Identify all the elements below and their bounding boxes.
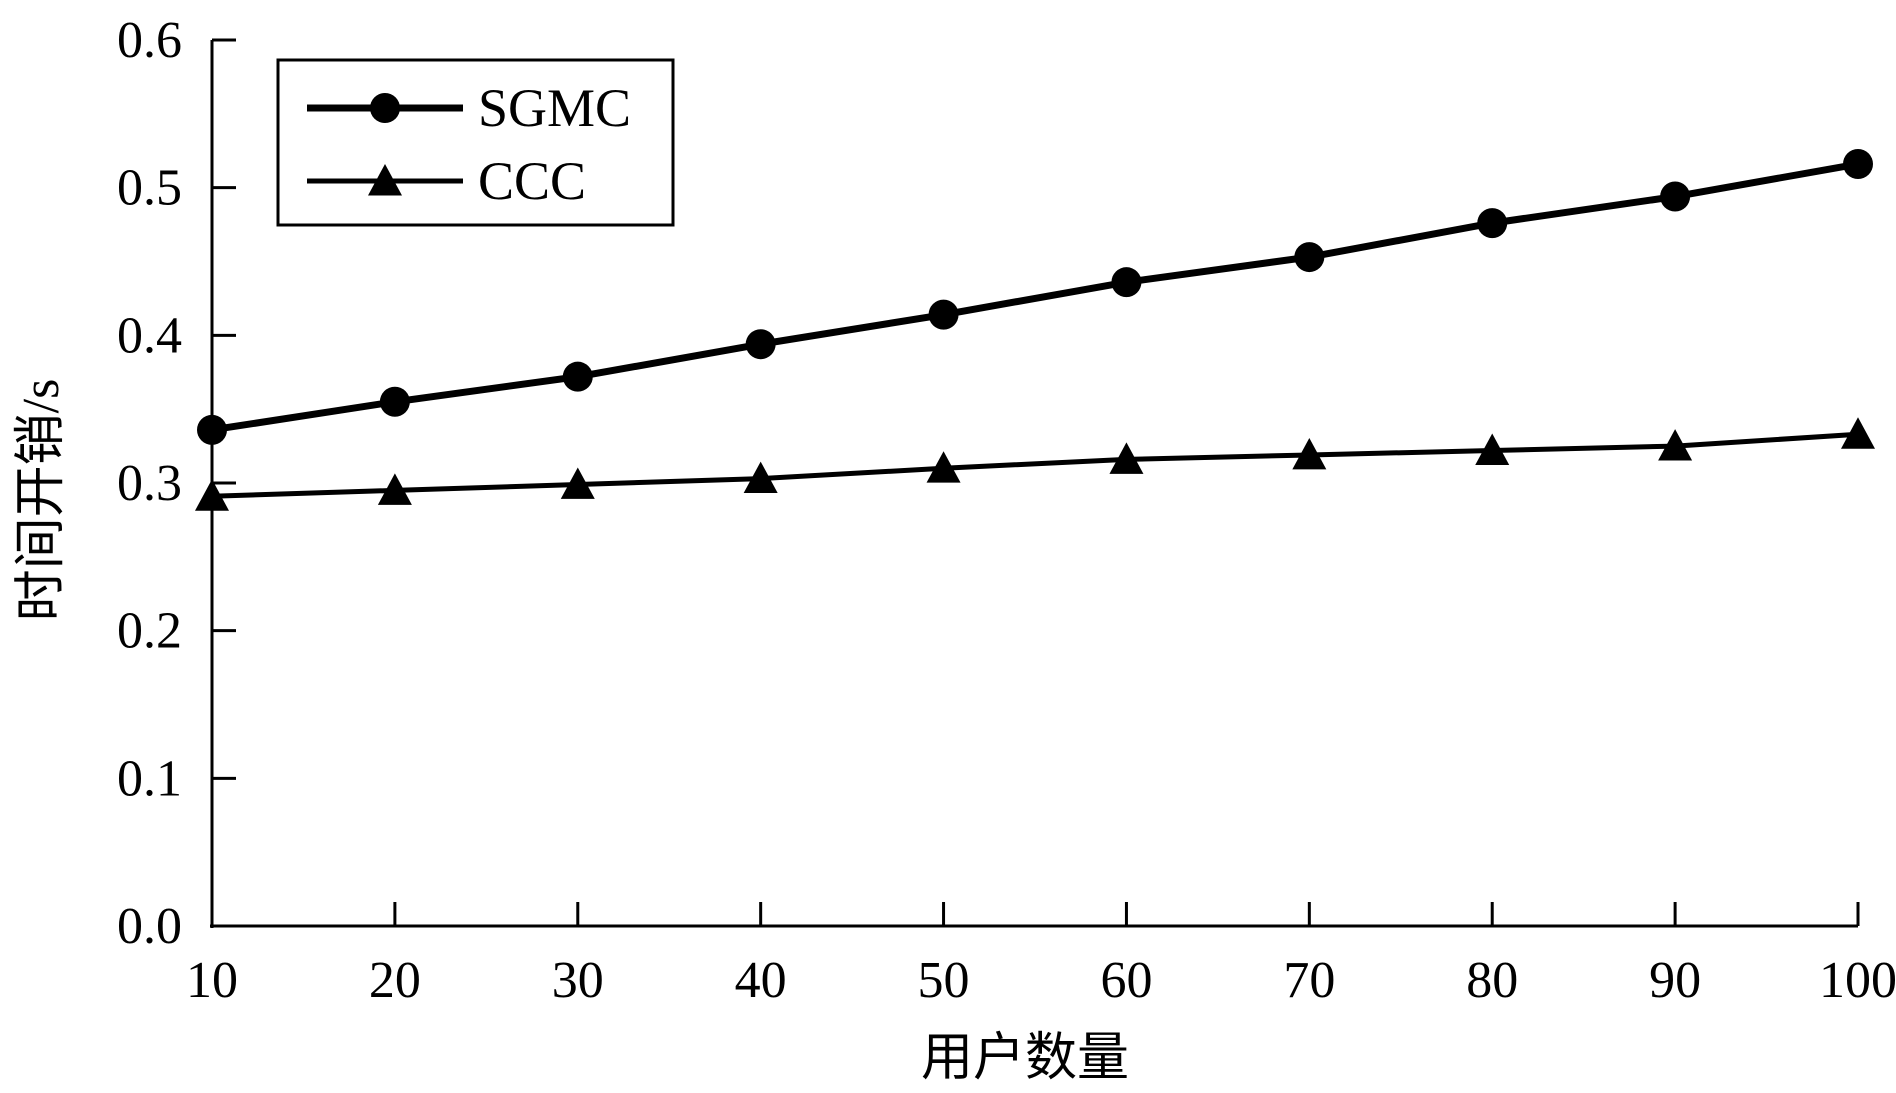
y-tick-label: 0.4 [117, 307, 182, 364]
x-tick-label: 50 [918, 952, 970, 1009]
legend-item-sgmc: SGMC [307, 78, 631, 138]
data-point-sgmc [1294, 242, 1325, 273]
x-tick-label: 80 [1466, 952, 1518, 1009]
y-tick-label: 0.2 [117, 603, 182, 660]
x-tick-label: 70 [1283, 952, 1335, 1009]
data-point-sgmc [1477, 208, 1508, 239]
data-point-sgmc [379, 386, 410, 417]
data-point-ccc [1475, 433, 1510, 465]
data-point-ccc [743, 461, 778, 494]
data-point-ccc [1841, 417, 1875, 449]
x-tick-label: 100 [1819, 952, 1896, 1009]
legend-marker [368, 164, 402, 196]
y-tick-label: 0.3 [117, 455, 182, 512]
legend-box [276, 58, 675, 227]
y-axis-title: 时间开销/s [13, 379, 70, 622]
x-axis-title: 用户数量 [921, 1030, 1129, 1087]
data-point-sgmc [1843, 149, 1873, 180]
data-point-ccc [195, 479, 229, 511]
data-point-ccc [560, 467, 595, 499]
x-tick-label: 10 [186, 952, 238, 1009]
ticks: 0.0 0.1 0.2 0.3 0.4 0.5 0.6 10 20 30 40 50 60 70 80 90 1… [117, 12, 1896, 1009]
data-point-ccc [1292, 437, 1327, 470]
legend-marker [370, 93, 400, 123]
data-point-sgmc [745, 329, 776, 360]
series-line-ccc [211, 431, 1859, 499]
legend-label: SGMC [478, 78, 631, 138]
legend-items: SGMC CCC [307, 78, 631, 211]
legend-item-ccc: CCC [307, 151, 586, 211]
y-tick-label: 0.5 [117, 160, 182, 217]
series-line-sgmc [211, 160, 1859, 434]
series-ccc [195, 417, 1875, 511]
series-sgmc [197, 149, 1873, 445]
data-point-sgmc [928, 299, 959, 330]
y-tick-label: 0.6 [117, 12, 182, 69]
data-point-sgmc [1111, 267, 1142, 298]
x-tick-label: 40 [735, 952, 787, 1009]
y-tick-label: 0.0 [117, 898, 182, 955]
data-point-ccc [1109, 442, 1144, 474]
data-point-sgmc [1660, 181, 1691, 212]
x-tick-label: 20 [369, 952, 421, 1009]
x-tick-label: 90 [1649, 952, 1701, 1009]
x-tick-label: 60 [1100, 952, 1152, 1009]
x-tick-label: 30 [552, 952, 604, 1009]
data-point-ccc [1658, 429, 1693, 461]
data-point-ccc [377, 473, 412, 505]
legend: SGMC CCC [276, 58, 675, 227]
data-point-sgmc [562, 361, 593, 392]
data-point-sgmc [197, 414, 227, 445]
y-tick-label: 0.1 [117, 750, 182, 807]
series-layer [195, 149, 1875, 511]
data-point-ccc [926, 451, 961, 483]
legend-label: CCC [478, 151, 586, 211]
